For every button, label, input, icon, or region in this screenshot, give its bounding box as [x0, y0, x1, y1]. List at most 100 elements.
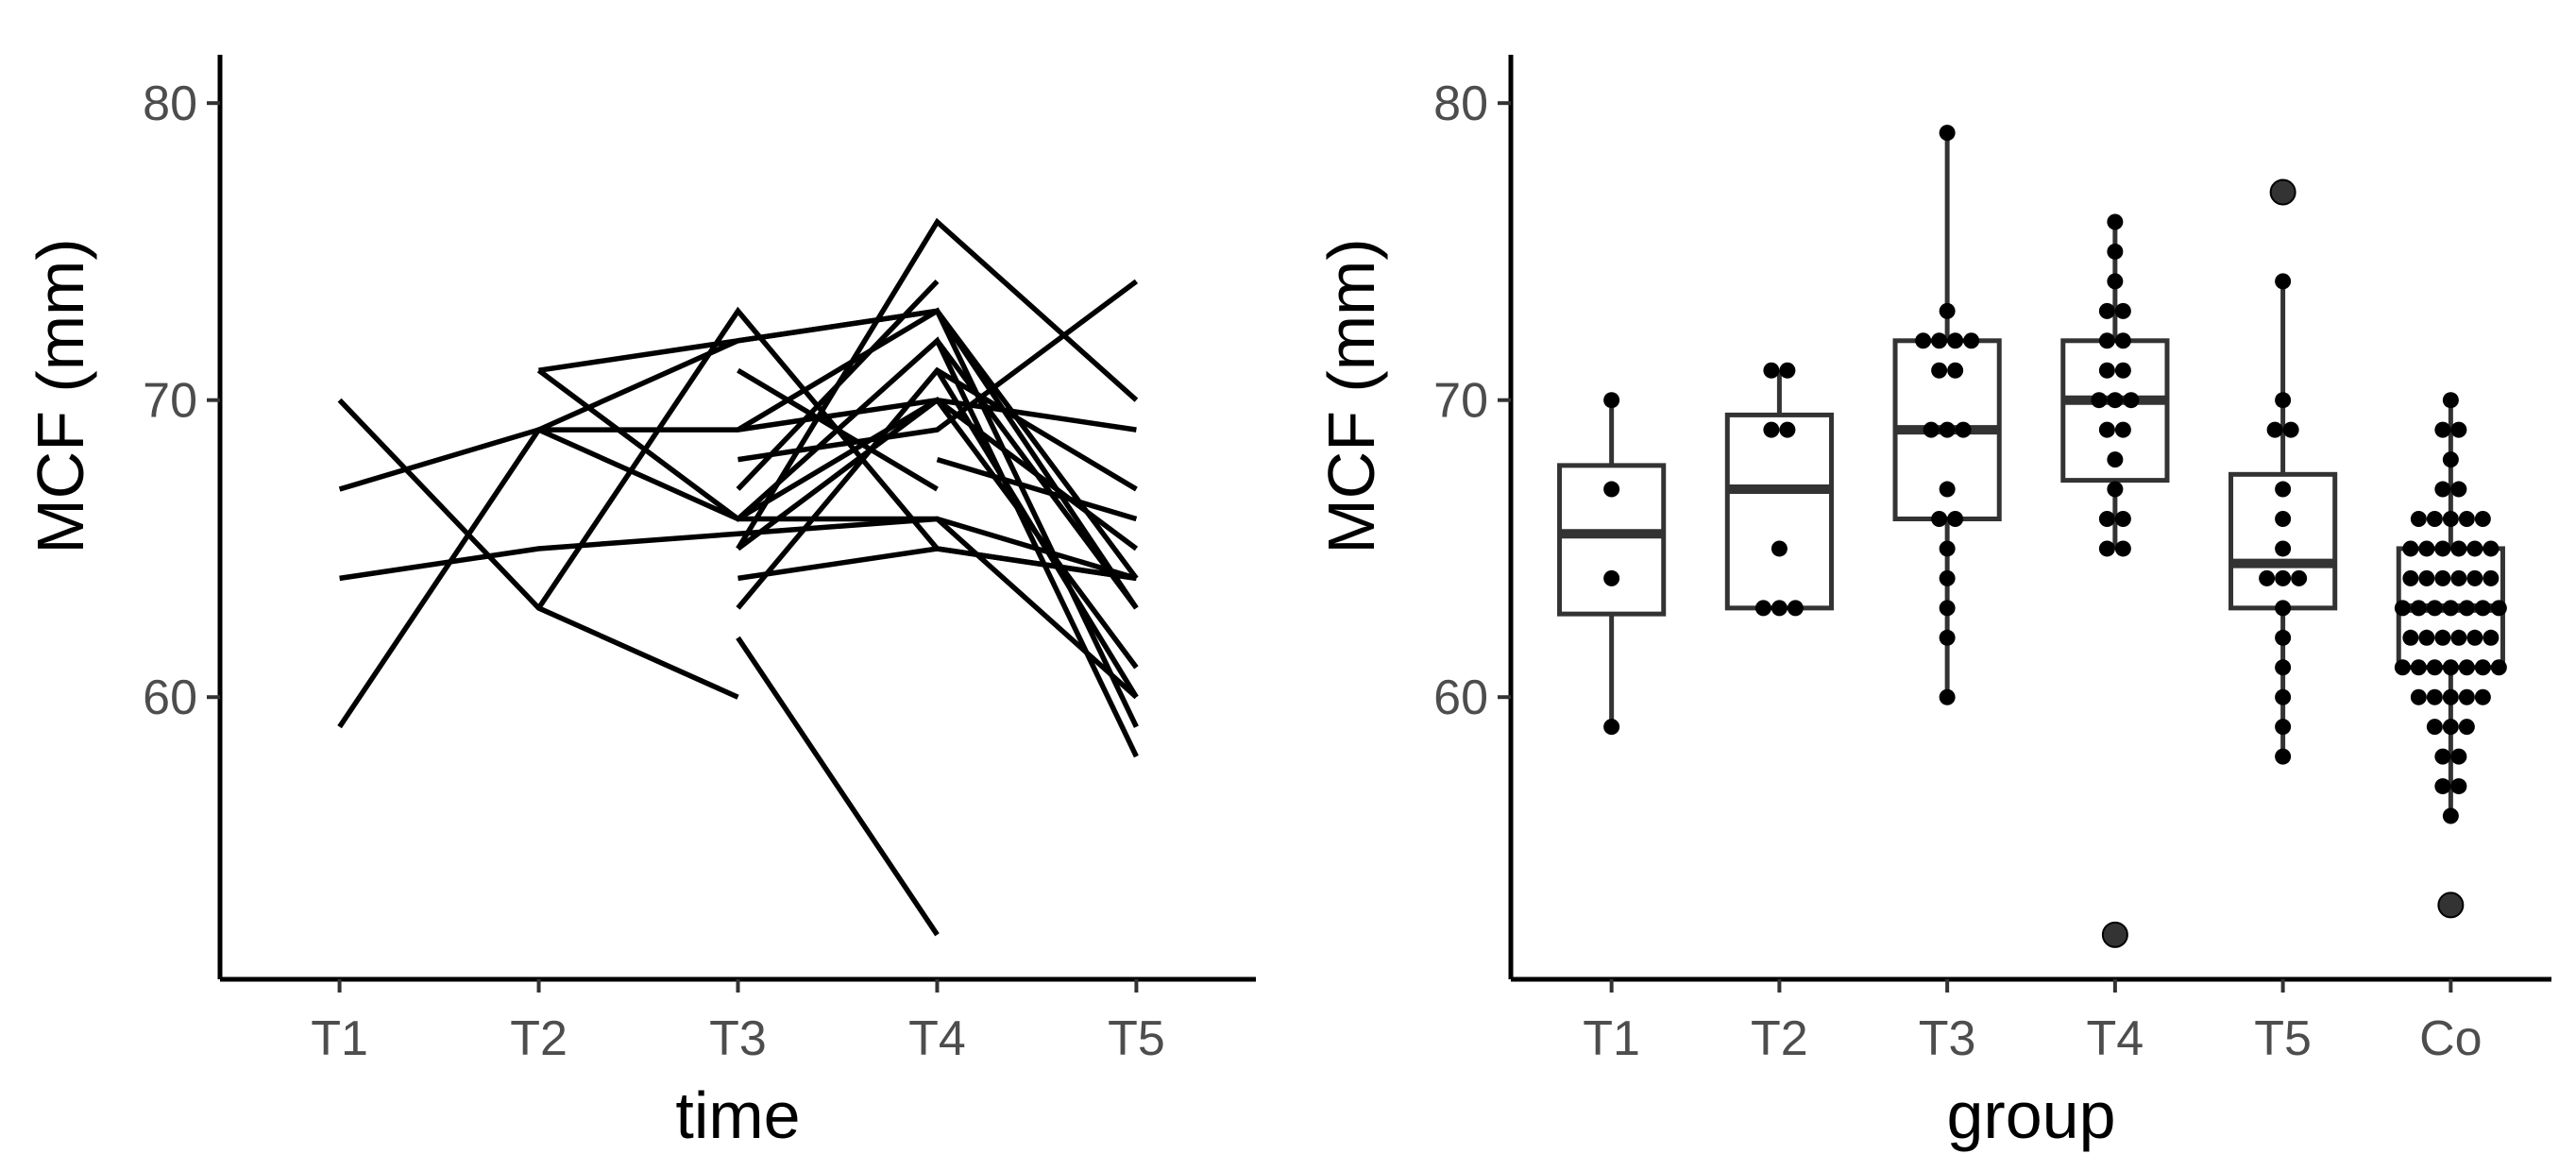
- y-tick-label: 60: [143, 670, 197, 725]
- data-point: [2275, 569, 2292, 586]
- data-point: [2114, 540, 2131, 557]
- data-point: [2426, 719, 2443, 736]
- data-point: [2442, 659, 2459, 676]
- data-point: [2091, 392, 2108, 409]
- data-point: [2275, 392, 2292, 409]
- data-point: [2259, 569, 2276, 586]
- data-point: [2466, 629, 2483, 646]
- series-line: [537, 427, 1139, 700]
- data-point: [1603, 481, 1620, 498]
- data-point: [1603, 719, 1620, 736]
- x-tick-label: T1: [1583, 1011, 1640, 1066]
- data-point: [1939, 688, 1956, 705]
- x-axis-title: time: [675, 1078, 800, 1152]
- data-point: [2426, 600, 2443, 617]
- data-point: [2418, 540, 2435, 557]
- y-tick-label: 80: [1433, 76, 1488, 131]
- data-point: [2266, 421, 2283, 438]
- data-point: [2107, 451, 2124, 468]
- data-point: [1947, 362, 1964, 379]
- data-point: [1779, 362, 1796, 379]
- data-point: [2275, 481, 2292, 498]
- data-point: [1939, 125, 1956, 142]
- data-point: [1779, 421, 1796, 438]
- data-point: [1754, 600, 1771, 617]
- data-point: [2450, 629, 2467, 646]
- data-point: [1955, 421, 1972, 438]
- data-point: [1963, 332, 1980, 349]
- data-point: [2474, 511, 2491, 527]
- y-axis-title: MCF (mm): [1314, 238, 1388, 553]
- data-point: [2442, 392, 2459, 409]
- x-tick-label: T1: [311, 1011, 368, 1066]
- data-point: [2098, 302, 2115, 319]
- x-axis-title: group: [1946, 1078, 2115, 1152]
- line-chart-panel: 60 70 80 T1 T2 T3 T4 T5 time MCF (mm): [24, 55, 1256, 1152]
- series-line: [736, 636, 940, 937]
- data-point: [2458, 600, 2475, 617]
- data-point: [2450, 748, 2467, 765]
- series-line: [538, 308, 1139, 610]
- series-line: [737, 279, 1139, 463]
- data-point: [1939, 481, 1956, 498]
- data-point: [1939, 600, 1956, 617]
- y-tick-label: 60: [1433, 670, 1488, 725]
- series-line: [737, 546, 1137, 582]
- series-line: [337, 397, 938, 729]
- data-point: [2275, 748, 2292, 765]
- data-point: [2114, 362, 2131, 379]
- data-point: [2275, 273, 2292, 290]
- data-point: [2458, 719, 2475, 736]
- data-point: [2098, 421, 2115, 438]
- data-point: [2490, 659, 2507, 676]
- x-tick-label: T4: [2087, 1011, 2144, 1066]
- data-point: [2442, 451, 2459, 468]
- data-point: [2410, 600, 2427, 617]
- data-point: [1931, 511, 1948, 527]
- data-point: [2458, 688, 2475, 705]
- data-point: [2410, 511, 2427, 527]
- data-point: [2098, 362, 2115, 379]
- data-point: [2107, 481, 2124, 498]
- x-tick-label: T5: [1108, 1011, 1165, 1066]
- data-point: [1923, 421, 1940, 438]
- data-point: [2275, 511, 2292, 527]
- data-point: [2107, 243, 2124, 260]
- data-point: [2402, 540, 2419, 557]
- data-point: [2434, 540, 2451, 557]
- y-tick-label: 70: [143, 374, 197, 429]
- data-point: [2114, 332, 2131, 349]
- series-line: [935, 368, 1139, 699]
- data-point: [2450, 778, 2467, 795]
- box: [1724, 412, 1834, 611]
- x-tick-label: T2: [510, 1011, 568, 1066]
- y-axis-title: MCF (mm): [24, 238, 97, 553]
- data-point: [2098, 332, 2115, 349]
- data-point: [2107, 392, 2124, 409]
- x-tick-label: T2: [1751, 1011, 1808, 1066]
- data-point: [2442, 688, 2459, 705]
- data-point: [2098, 511, 2115, 527]
- data-point: [2275, 719, 2292, 736]
- data-point: [2474, 688, 2491, 705]
- data-point: [1939, 540, 1956, 557]
- series-line: [736, 217, 1139, 551]
- data-point: [2410, 659, 2427, 676]
- data-point: [1947, 332, 1964, 349]
- outlier-point: [2101, 921, 2128, 948]
- x-tick-label: T4: [908, 1011, 966, 1066]
- data-point: [1939, 569, 1956, 586]
- data-point: [2434, 481, 2451, 498]
- data-point: [2275, 600, 2292, 617]
- data-point: [2426, 511, 2443, 527]
- data-point: [2402, 569, 2419, 586]
- data-point: [2450, 481, 2467, 498]
- box-plot-panel: 60 70 80 T1 T2 T3 T4 T5 Co group MCF (mm): [1314, 55, 2551, 1152]
- data-point: [2434, 421, 2451, 438]
- data-point: [2442, 807, 2459, 824]
- data-point: [2450, 421, 2467, 438]
- data-point: [2434, 629, 2451, 646]
- data-point: [1771, 540, 1788, 557]
- data-point: [1763, 362, 1780, 379]
